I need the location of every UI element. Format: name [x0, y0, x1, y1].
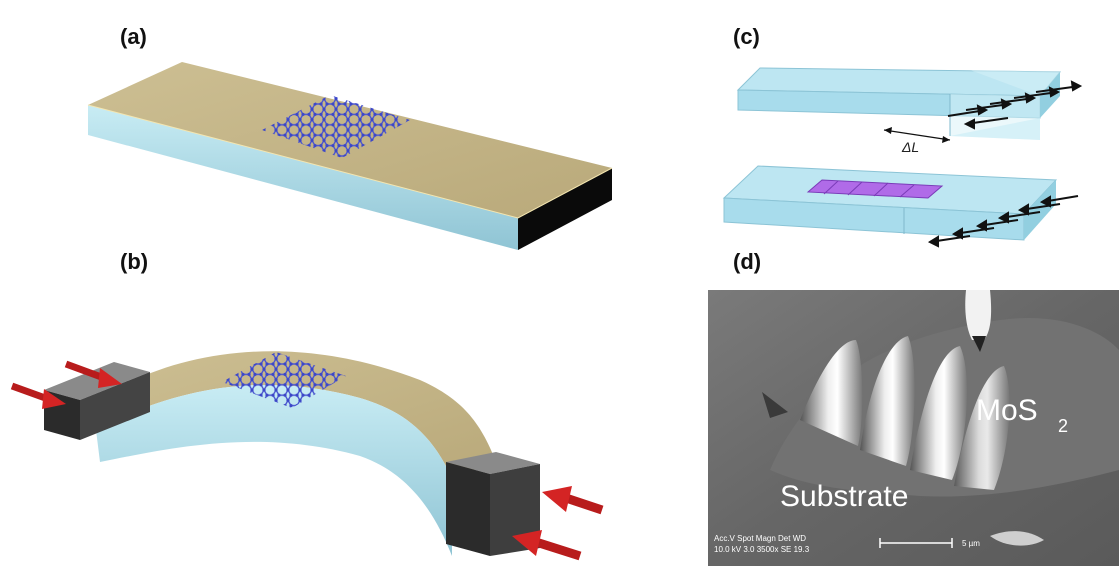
panel-c-bottom-substrate — [722, 165, 1058, 241]
arrow-left-bottom — [10, 382, 66, 409]
panel-d-labels: MoS 2 Substrate Acc.V Spot Magn Det WD 1… — [714, 394, 1068, 554]
delta-l-label: ΔL — [901, 139, 919, 155]
mos2-label: MoS — [976, 394, 1038, 427]
panel-b-left-clamp — [44, 362, 150, 440]
panel-d-label: (d) — [733, 249, 762, 274]
mos2-subscript: 2 — [1058, 416, 1068, 436]
sem-scale-bar — [879, 538, 953, 548]
panel-c-bottom-arrows — [927, 195, 1079, 248]
panel-b-substrate — [92, 351, 496, 556]
substrate-label: Substrate — [780, 480, 908, 513]
panel-d-sem-image — [708, 290, 1119, 566]
panel-c-film — [806, 179, 944, 199]
sem-info-header: Acc.V Spot Magn Det WD — [714, 534, 806, 543]
panel-b-label: (b) — [120, 249, 149, 274]
panel-c-delta-marker: ΔL — [883, 127, 951, 155]
panel-c-label: (c) — [733, 24, 760, 49]
arrow-left-top — [64, 360, 122, 388]
panel-c-top-arrows — [947, 80, 1083, 130]
panel-b-force-arrows — [10, 360, 604, 561]
sem-scale-label: 5 µm — [962, 539, 980, 548]
arrow-right-bottom — [512, 530, 582, 561]
panel-a-label: (a) — [120, 24, 147, 49]
arrow-right-top — [542, 486, 604, 515]
sem-info-values: 10.0 kV 3.0 3500x SE 19.3 — [714, 545, 810, 554]
panel-a-substrate — [87, 62, 613, 250]
